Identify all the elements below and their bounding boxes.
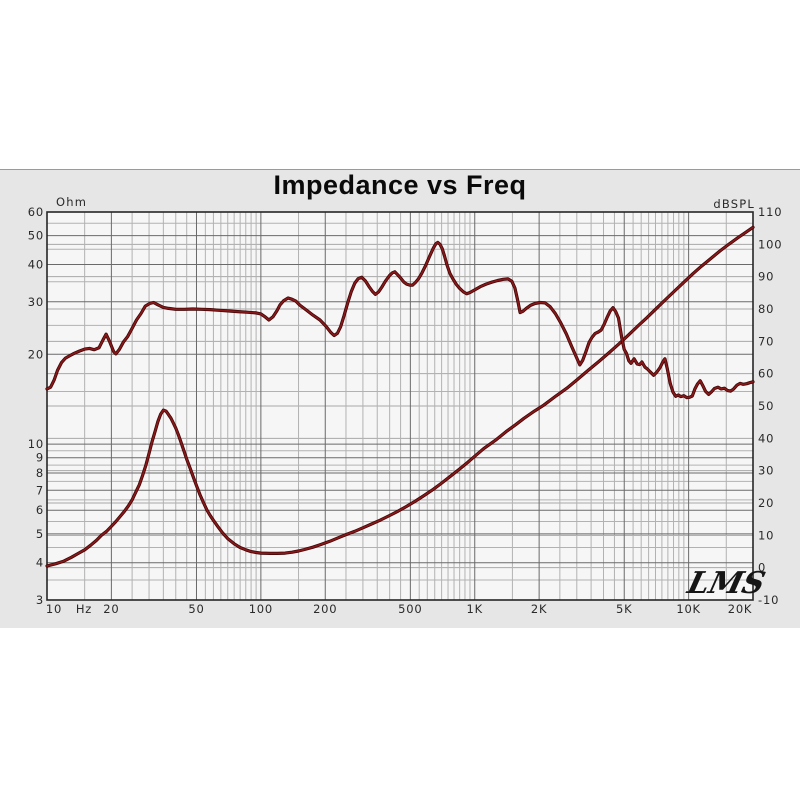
x-axis-tick-label: 100 [249,602,273,616]
left-axis-tick-label: 9 [36,451,44,465]
left-axis-tick-label: 3 [36,593,44,607]
left-axis-tick-label: 6 [36,503,44,517]
x-axis-tick-label: 10K [676,602,701,616]
left-axis-caption: Ohm [56,195,87,209]
right-axis-tick-label: 0 [758,561,766,575]
right-axis-tick-label: 60 [758,367,774,381]
right-axis-tick-label: 10 [758,528,774,542]
x-axis-tick-label: 10 [46,602,62,616]
x-axis-tick-label: 2K [531,602,547,616]
x-axis-tick-label: 1K [467,602,483,616]
left-axis-tick-label: 50 [28,229,44,243]
x-axis-tick-label: 200 [313,602,337,616]
right-axis-tick-label: 70 [758,334,774,348]
left-axis-tick-label: 30 [28,295,44,309]
x-axis-tick-label: 20 [103,602,119,616]
left-axis-tick-label: 10 [28,437,44,451]
x-axis-tick-label: 500 [398,602,422,616]
left-axis-tick-label: 20 [28,347,44,361]
right-axis-caption: dBSPL [713,197,755,211]
left-axis-tick-label: 5 [36,527,44,541]
right-axis-tick-label: 40 [758,431,774,445]
right-axis-tick-label: 80 [758,302,774,316]
lms-logo-text: LMS [683,565,769,600]
left-axis-tick-label: 8 [36,466,44,480]
plot-frame [46,211,754,601]
x-axis-tick-label: 20K [728,602,753,616]
right-axis-tick-label: 50 [758,399,774,413]
left-axis-tick-label: 4 [36,556,44,570]
right-axis-tick-label: 110 [758,205,782,219]
x-axis-unit-label: Hz [76,602,92,616]
spl-curve [46,241,754,399]
chart-title: Impedance vs Freq [273,170,527,200]
x-axis-tick-label: 50 [188,602,204,616]
left-axis-tick-label: 7 [36,483,44,497]
right-axis-tick-label: 100 [758,237,782,251]
right-axis-tick-label: 30 [758,464,774,478]
right-axis-tick-label: 20 [758,496,774,510]
left-axis-tick-label: 40 [28,258,44,272]
right-axis-tick-label: -10 [758,593,779,607]
right-axis-tick-label: 90 [758,270,774,284]
lms-logo: LMS [683,565,769,600]
x-axis-tick-label: 5K [616,602,632,616]
left-axis-tick-label: 60 [28,205,44,219]
impedance-curve [46,226,754,567]
